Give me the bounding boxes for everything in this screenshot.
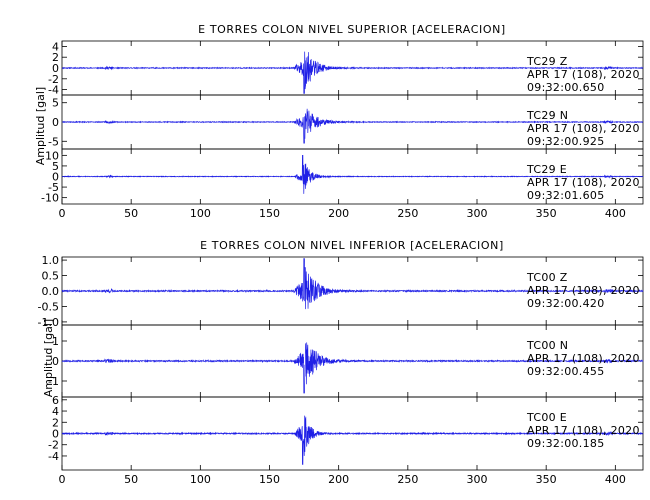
y-tick-label: 0: [52, 171, 59, 184]
x-tick-label: 300: [467, 473, 488, 486]
series-name-label: TC00 N: [526, 339, 568, 352]
y-tick-label: -0.5: [38, 300, 59, 313]
series-time-label: 09:32:01.605: [527, 189, 605, 202]
x-tick-label: 50: [124, 473, 138, 486]
series-trace: [61, 155, 644, 194]
chart-lower-title: E TORRES COLON NIVEL INFERIOR [ACELERACI…: [200, 239, 504, 252]
y-tick-label: 0.0: [42, 285, 60, 298]
y-tick-label: -1: [48, 375, 59, 388]
x-tick-label: 200: [328, 207, 349, 220]
y-tick-label: 1.0: [42, 254, 60, 267]
x-tick-label: 250: [397, 207, 418, 220]
series-name-label: TC29 N: [526, 109, 568, 122]
series-date-label: APR 17 (108), 2020: [527, 424, 640, 437]
x-tick-label: 0: [59, 207, 66, 220]
series-trace: [61, 415, 644, 465]
y-tick-label: -2: [48, 439, 59, 452]
y-tick-label: 0: [52, 116, 59, 129]
y-tick-label: -4: [48, 84, 59, 97]
series-trace: [61, 258, 644, 310]
x-tick-label: 150: [259, 207, 280, 220]
x-tick-label: 300: [467, 207, 488, 220]
series-date-label: APR 17 (108), 2020: [527, 176, 640, 189]
chart-lower: E TORRES COLON NIVEL INFERIOR [ACELERACI…: [38, 239, 644, 486]
series-time-label: 09:32:00.420: [527, 297, 605, 310]
y-tick-label: 5: [52, 160, 59, 173]
y-tick-label: 2: [52, 416, 59, 429]
y-tick-label: -5: [48, 181, 59, 194]
y-tick-label: -5: [48, 135, 59, 148]
x-tick-label: 100: [190, 473, 211, 486]
series-name-label: TC00 E: [526, 411, 567, 424]
chart-upper-ylabel: Amplitud [gal]: [34, 87, 47, 165]
x-tick-label: 50: [124, 207, 138, 220]
series-time-label: 09:32:00.650: [527, 81, 605, 94]
series-date-label: APR 17 (108), 2020: [527, 68, 640, 81]
y-tick-label: -4: [48, 450, 59, 463]
x-tick-label: 0: [59, 473, 66, 486]
series-name-label: TC00 Z: [526, 271, 568, 284]
y-tick-label: -2: [48, 73, 59, 86]
y-tick-label: 0: [52, 355, 59, 368]
series-name-label: TC29 Z: [526, 55, 568, 68]
y-tick-label: -10: [41, 192, 59, 205]
x-tick-label: 250: [397, 473, 418, 486]
y-tick-label: 6: [52, 394, 59, 407]
chart-lower-ylabel: Amplitud [gal]: [42, 319, 55, 397]
y-tick-label: 1: [52, 335, 59, 348]
x-tick-label: 400: [605, 207, 626, 220]
y-tick-label: 10: [45, 149, 59, 162]
series-date-label: APR 17 (108), 2020: [527, 352, 640, 365]
y-tick-label: 2: [52, 51, 59, 64]
series-trace: [61, 108, 644, 144]
series-trace: [61, 342, 644, 394]
series-trace: [61, 51, 644, 94]
series-time-label: 09:32:00.455: [527, 365, 605, 378]
y-tick-label: 5: [52, 97, 59, 110]
series-name-label: TC29 E: [526, 163, 567, 176]
series-time-label: 09:32:00.185: [527, 437, 605, 450]
y-tick-label: 0.5: [42, 270, 60, 283]
series-date-label: APR 17 (108), 2020: [527, 122, 640, 135]
series-time-label: 09:32:00.925: [527, 135, 605, 148]
y-tick-label: 0: [52, 428, 59, 441]
x-tick-label: 350: [536, 207, 557, 220]
y-tick-label: -1.0: [38, 316, 59, 329]
x-tick-label: 100: [190, 207, 211, 220]
chart-upper-title: E TORRES COLON NIVEL SUPERIOR [ACELERACI…: [198, 23, 506, 36]
x-tick-label: 350: [536, 473, 557, 486]
chart-upper: E TORRES COLON NIVEL SUPERIOR [ACELERACI…: [34, 23, 644, 220]
x-tick-label: 200: [328, 473, 349, 486]
x-tick-label: 150: [259, 473, 280, 486]
y-tick-label: 4: [52, 405, 59, 418]
x-tick-label: 400: [605, 473, 626, 486]
y-tick-label: 0: [52, 62, 59, 75]
series-date-label: APR 17 (108), 2020: [527, 284, 640, 297]
y-tick-label: 4: [52, 40, 59, 53]
